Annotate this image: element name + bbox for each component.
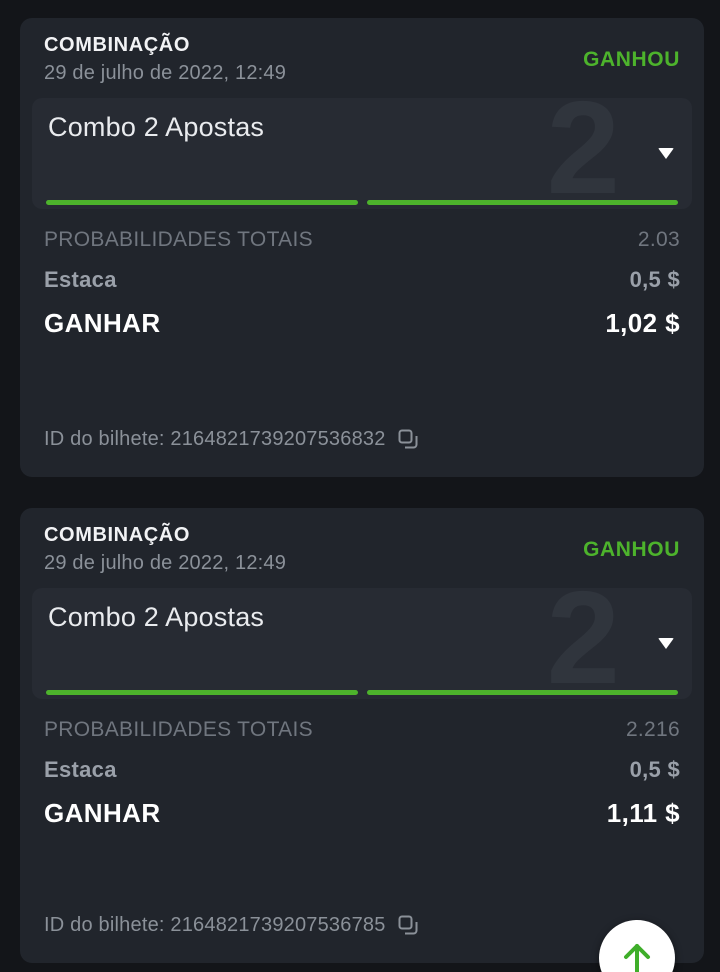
bet-card: COMBINAÇÃO 29 de julho de 2022, 12:49 GA… xyxy=(20,508,704,963)
total-odds-label: PROBABILIDADES TOTAIS xyxy=(44,228,313,251)
chevron-down-icon[interactable] xyxy=(658,148,674,159)
bet-card-header-left: COMBINAÇÃO 29 de julho de 2022, 12:49 xyxy=(44,524,286,575)
bet-card-header: COMBINAÇÃO 29 de julho de 2022, 12:49 GA… xyxy=(44,524,680,575)
total-odds-row: PROBABILIDADES TOTAIS 2.216 xyxy=(44,718,680,742)
selection-count-watermark: 2 xyxy=(546,98,620,209)
bet-type-label: COMBINAÇÃO xyxy=(44,524,190,546)
arrow-up-icon xyxy=(624,944,650,972)
selection-count-watermark: 2 xyxy=(546,588,620,699)
leg-progress-bar xyxy=(46,200,358,205)
win-value: 1,11 $ xyxy=(606,798,680,828)
stake-label: Estaca xyxy=(44,757,117,782)
total-odds-label: PROBABILIDADES TOTAIS xyxy=(44,718,313,741)
stake-value: 0,5 $ xyxy=(629,757,680,782)
win-label: GANHAR xyxy=(44,308,161,338)
copy-icon[interactable] xyxy=(396,913,420,937)
bet-details: PROBABILIDADES TOTAIS 2.216 Estaca 0,5 $… xyxy=(44,718,680,844)
bet-details: PROBABILIDADES TOTAIS 2.03 Estaca 0,5 $ … xyxy=(44,228,680,354)
win-row: GANHAR 1,11 $ xyxy=(44,798,680,829)
stake-row: Estaca 0,5 $ xyxy=(44,267,680,293)
total-odds-value: 2.03 xyxy=(637,228,680,251)
win-row: GANHAR 1,02 $ xyxy=(44,308,680,339)
selection-panel[interactable]: 2 Combo 2 Apostas xyxy=(32,588,692,699)
bet-card-header-left: COMBINAÇÃO 29 de julho de 2022, 12:49 xyxy=(44,34,286,85)
leg-progress-bar xyxy=(366,690,678,695)
selection-title: Combo 2 Apostas xyxy=(48,112,265,142)
status-badge: GANHOU xyxy=(583,537,680,561)
chevron-down-icon[interactable] xyxy=(658,638,674,649)
stake-row: Estaca 0,5 $ xyxy=(44,757,680,783)
leg-progress-bars xyxy=(46,690,678,695)
status-badge: GANHOU xyxy=(583,47,680,71)
bet-card-header: COMBINAÇÃO 29 de julho de 2022, 12:49 GA… xyxy=(44,34,680,85)
ticket-id-row: ID do bilhete: 2164821739207536785 xyxy=(44,913,680,937)
win-value: 1,02 $ xyxy=(605,308,680,338)
total-odds-value: 2.216 xyxy=(625,718,680,741)
ticket-id-text: ID do bilhete: 2164821739207536785 xyxy=(44,913,386,936)
copy-icon[interactable] xyxy=(396,427,420,451)
leg-progress-bar xyxy=(366,200,678,205)
bet-type-label: COMBINAÇÃO xyxy=(44,34,190,56)
bet-date: 29 de julho de 2022, 12:49 xyxy=(44,62,287,84)
leg-progress-bar xyxy=(46,690,358,695)
bet-card: COMBINAÇÃO 29 de julho de 2022, 12:49 GA… xyxy=(20,18,704,477)
win-label: GANHAR xyxy=(44,798,161,828)
selection-title: Combo 2 Apostas xyxy=(48,602,265,632)
stake-value: 0,5 $ xyxy=(629,267,680,292)
total-odds-row: PROBABILIDADES TOTAIS 2.03 xyxy=(44,228,680,252)
ticket-id-text: ID do bilhete: 2164821739207536832 xyxy=(44,427,386,450)
bet-date: 29 de julho de 2022, 12:49 xyxy=(44,552,287,574)
stake-label: Estaca xyxy=(44,267,117,292)
leg-progress-bars xyxy=(46,200,678,205)
ticket-id-row: ID do bilhete: 2164821739207536832 xyxy=(44,427,680,451)
selection-panel[interactable]: 2 Combo 2 Apostas xyxy=(32,98,692,209)
